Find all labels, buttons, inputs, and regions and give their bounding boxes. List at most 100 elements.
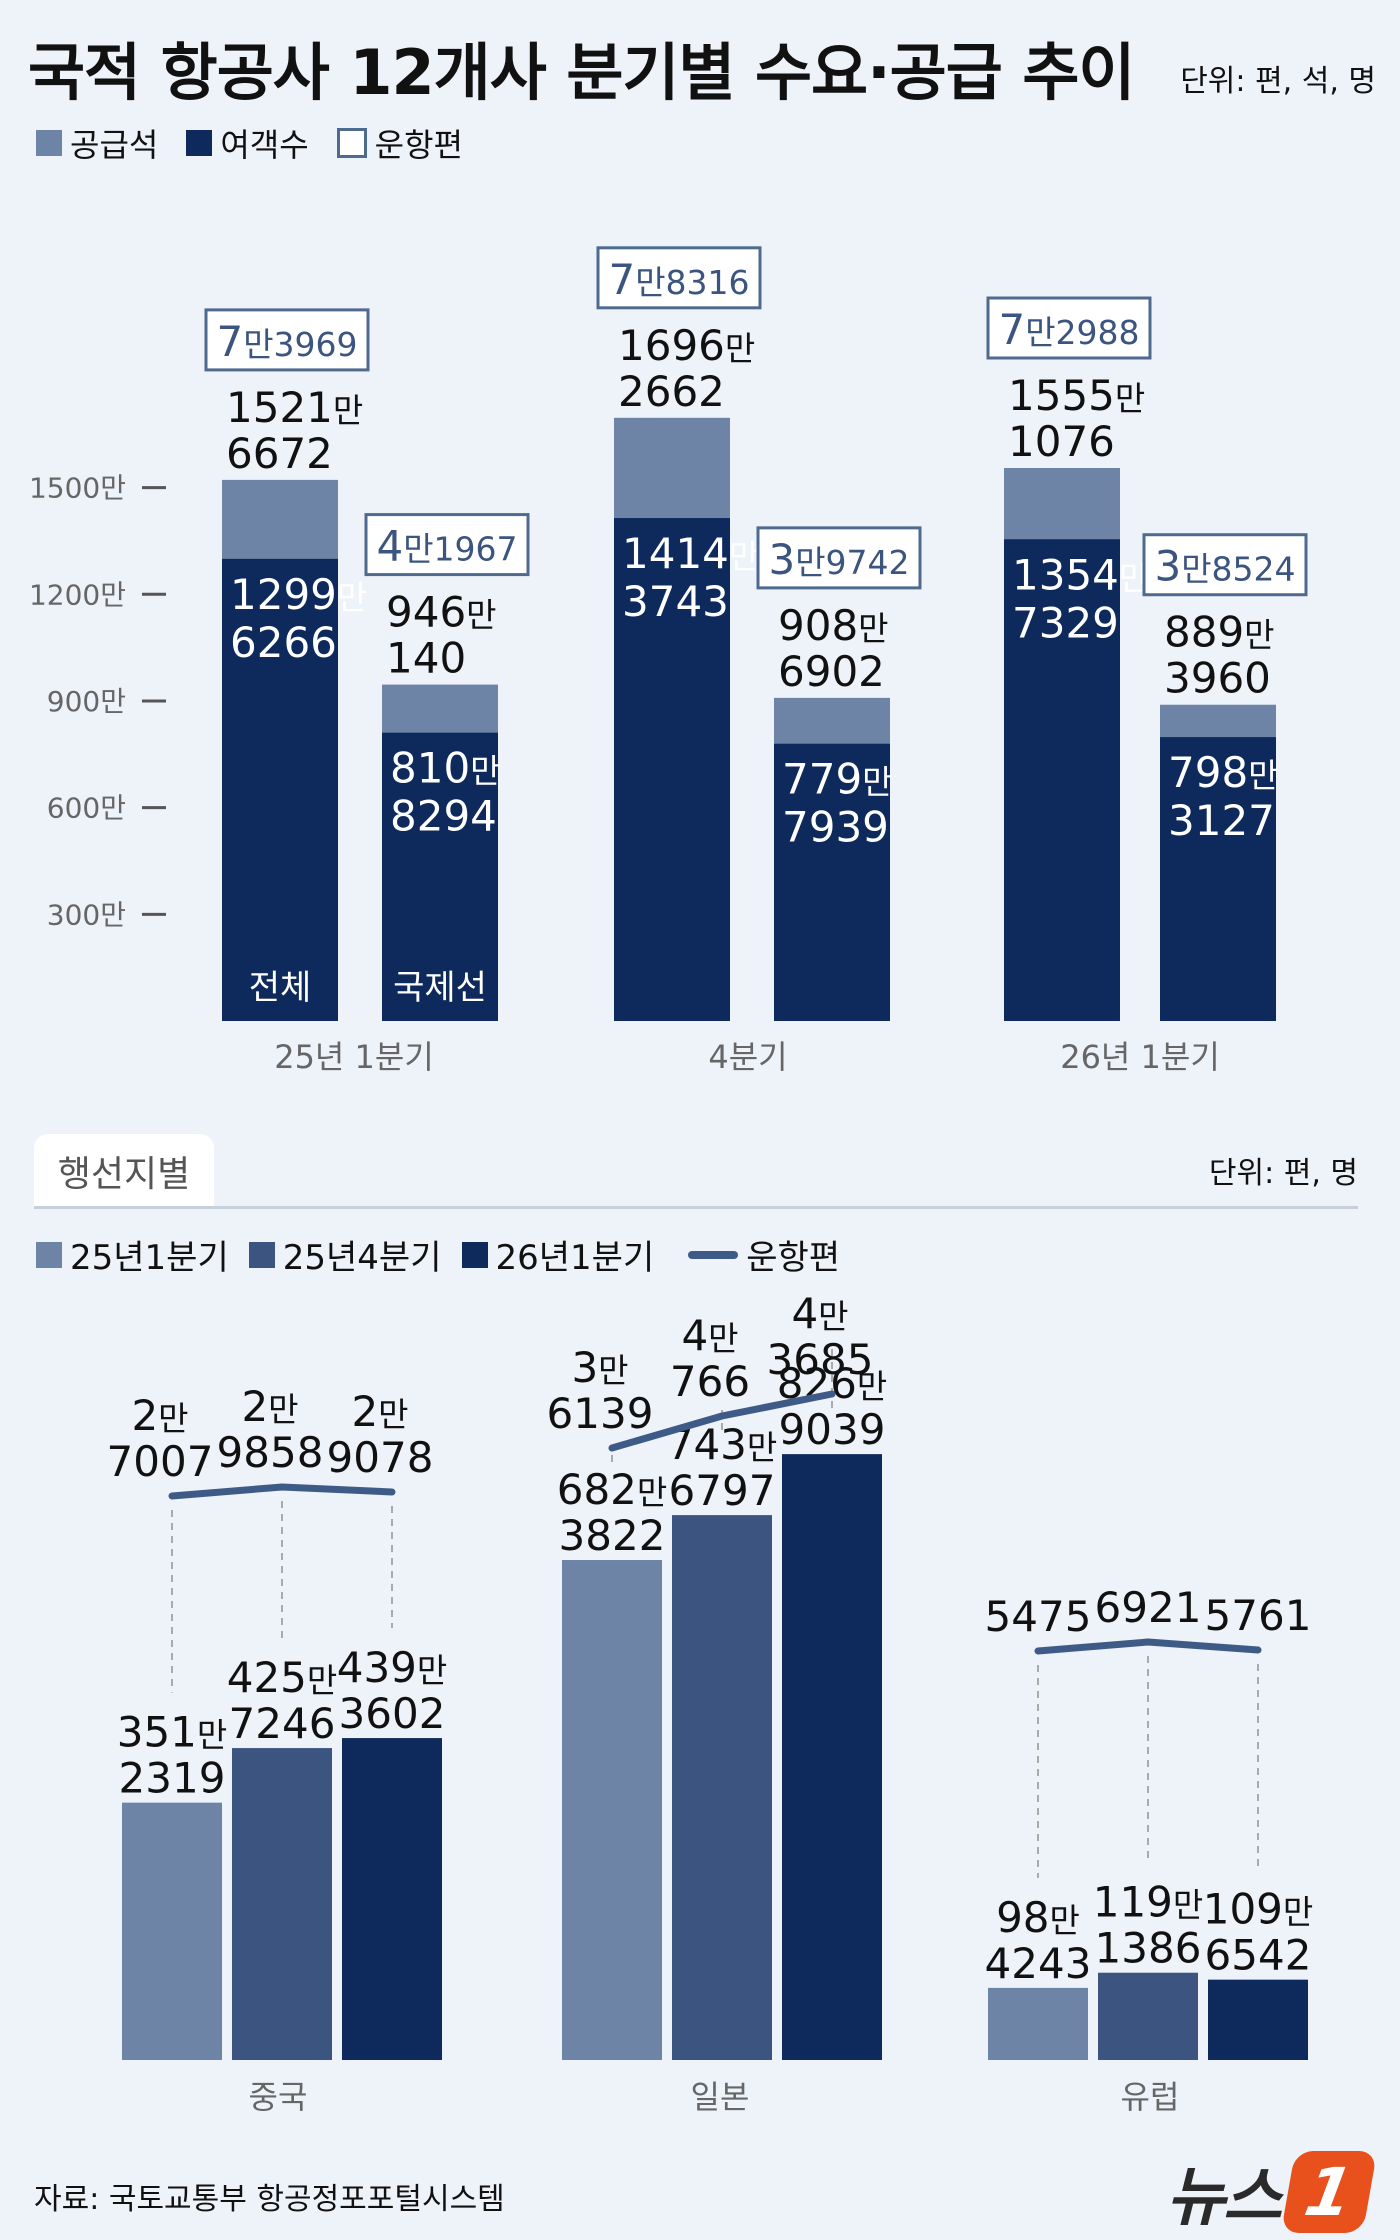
label-seats-rest: 6672 [226,429,333,478]
label-seats-rest: 3960 [1164,654,1271,703]
legend-swatch-q4-25 [248,1241,275,1268]
label-flights-count: 5475 [985,1592,1092,1641]
legend-item-flight-line: 운항편 [688,1230,840,1279]
legend-swatch-passengers [186,130,213,156]
bar-destination-passengers [342,1738,442,2060]
label-flights: 3만8524 [1154,542,1295,591]
legend-label-flights: 운항편 [374,126,463,164]
source-note: 자료: 국토교통부 항공정포포털시스템 [34,2182,505,2217]
label-seats-rest: 6902 [778,647,885,696]
section-divider [34,1206,1358,1209]
bar-passengers [774,743,890,1021]
label-destination-passengers: 98만 [996,1893,1080,1942]
legend-label-q1-25: 25년1분기 [70,1238,229,1278]
bar-destination-passengers [988,1987,1088,2060]
y-tick-label: 600만 [47,792,126,825]
flights-box [204,308,370,372]
label-flights: 7만8316 [608,255,749,304]
label-destination-passengers: 682만 [557,1465,668,1514]
flight-line [168,1483,396,1500]
y-tick-label: 300만 [47,898,126,931]
category-label: 일본 [691,2078,750,2116]
label-seats: 908만 [778,601,889,650]
label-passengers-rest: 3127 [1168,796,1275,845]
label-seats: 1521만 [226,383,363,432]
legend-swatch-q1-26 [461,1241,488,1268]
legend-label-flight-line: 운항편 [746,1238,841,1278]
label-passengers-rest: 7329 [1012,598,1119,647]
label-seats: 889만 [1164,608,1275,657]
label-flights-count-rest: 9858 [217,1428,324,1477]
label-destination-passengers: 109만 [1203,1885,1314,1934]
label-destination-passengers-rest: 9039 [779,1405,886,1454]
label-flights-count-rest: 9078 [327,1433,434,1482]
label-flights-count-rest: 766 [670,1357,750,1406]
bar-passengers [1160,737,1276,1021]
label-destination-passengers-rest: 3602 [339,1689,446,1738]
bar-passengers [222,558,338,1021]
label-flights: 4만1967 [376,522,517,571]
flights-box [1142,533,1308,597]
label-flights-count-rest: 3685 [767,1335,874,1384]
bar-destination-passengers [672,1515,772,2060]
legend-swatch-flights [336,128,367,158]
label-passengers-rest: 8294 [390,792,497,841]
bar-destination-passengers [232,1748,332,2060]
bar-type-label: 전체 [249,968,312,1008]
label-flights: 7만3969 [216,317,357,366]
label-flights-count: 2만 [351,1387,408,1436]
label-seats: 946만 [386,588,497,637]
logo-badge: 1 [1280,2151,1378,2233]
legend-swatch-flight-line [688,1250,739,1259]
label-destination-passengers: 439만 [337,1643,448,1692]
page-title: 국적 항공사 12개사 분기별 수요·공급 추이 [28,36,1135,109]
bar-passengers [382,732,498,1021]
flight-line [608,1390,836,1452]
flights-box [364,513,530,577]
category-label: 4분기 [708,1038,787,1076]
label-destination-passengers-rest: 4243 [985,1939,1092,1988]
news1-logo: 뉴스 1 [1166,2146,1378,2238]
label-passengers-rest: 6266 [230,618,337,667]
flights-box [596,246,762,310]
bar-destination-passengers [122,1802,222,2060]
label-destination-passengers: 351만 [117,1708,228,1757]
label-passengers-rest: 3743 [622,577,729,626]
label-flights-count: 2만 [241,1382,298,1431]
label-flights-count: 5761 [1205,1591,1312,1640]
label-flights: 7만2988 [998,305,1139,354]
legend-swatch-seats [36,130,62,156]
category-label: 유럽 [1121,2078,1180,2116]
bar-destination-passengers [562,1560,662,2060]
category-label: 25년 1분기 [274,1038,434,1076]
label-destination-passengers: 743만 [667,1420,778,1469]
legend-item-passengers: 여객수 [186,120,309,166]
bar-destination-passengers [1208,1979,1308,2060]
label-passengers: 810만 [390,744,501,793]
label-flights-count-rest: 6139 [547,1389,654,1438]
label-destination-passengers-rest: 6542 [1205,1931,1312,1980]
logo-text: 뉴스 [1166,2161,1282,2235]
legend-top: 공급석 여객수 운항편 [36,120,463,166]
legend-item-q4-25: 25년4분기 [248,1230,442,1279]
label-flights-count: 4만 [791,1289,848,1338]
label-seats: 1696만 [618,321,755,370]
label-passengers: 798만 [1168,748,1279,797]
bar-type-label: 국제선 [393,968,487,1008]
legend-item-q1-25: 25년1분기 [36,1230,229,1279]
label-flights-count: 3만 [571,1343,628,1392]
category-label: 중국 [249,2078,308,2116]
label-destination-passengers: 425만 [227,1653,338,1702]
label-passengers: 1354만 [1012,550,1149,599]
legend-item-q1-26: 26년1분기 [461,1230,655,1279]
label-passengers: 1299만 [230,570,367,619]
category-label: 26년 1분기 [1060,1038,1220,1076]
legend-label-q4-25: 25년4분기 [282,1238,442,1278]
bar-destination-passengers [1098,1972,1198,2060]
y-tick-label: 1200만 [29,578,126,611]
legend-bottom: 25년1분기 25년4분기 26년1분기 운항편 [36,1230,840,1279]
legend-label-q1-26: 26년1분기 [495,1238,655,1278]
legend-item-flights: 운항편 [336,120,463,166]
label-flights: 3만9742 [768,535,909,584]
